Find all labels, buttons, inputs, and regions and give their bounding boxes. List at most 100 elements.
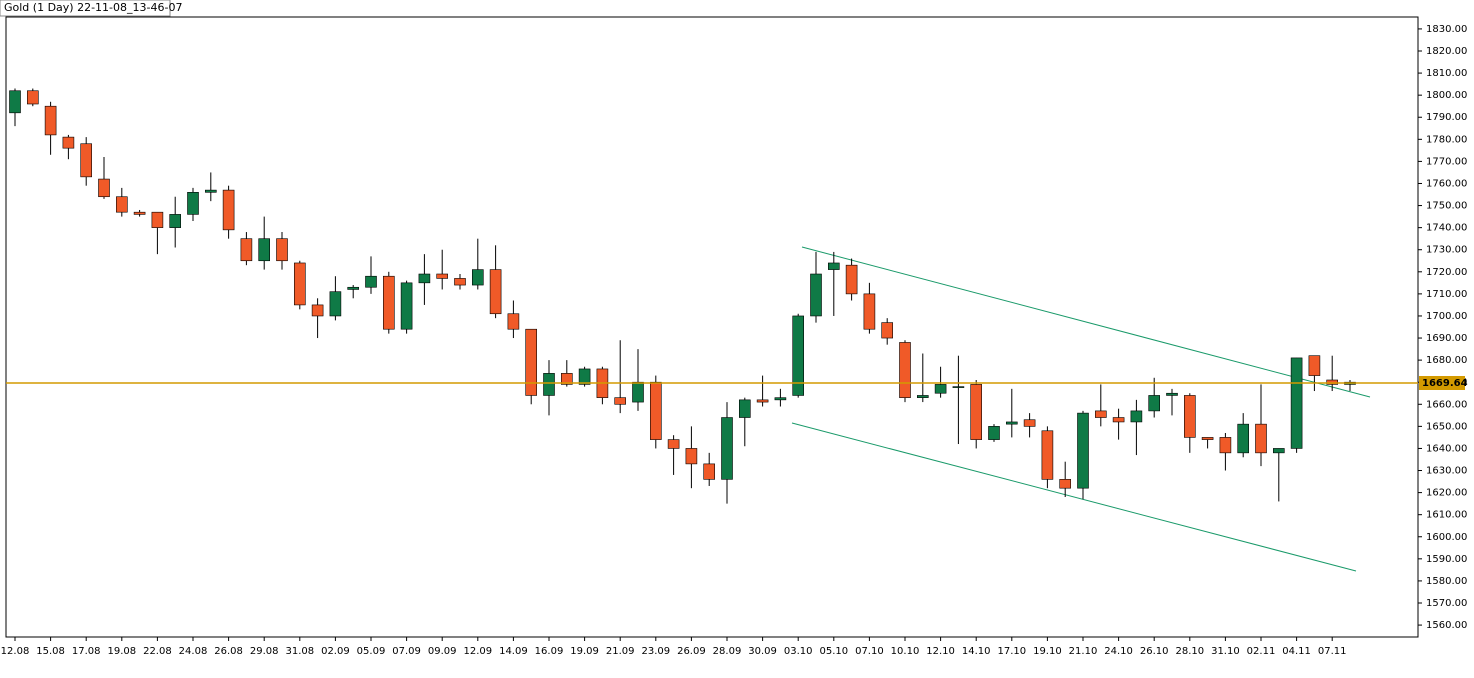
x-tick-label: 02.11 bbox=[1247, 646, 1276, 657]
x-tick-label: 03.10 bbox=[784, 646, 813, 657]
y-tick-label: 1570.00 bbox=[1426, 598, 1467, 609]
candle-body bbox=[80, 143, 92, 178]
candle-body bbox=[44, 105, 57, 136]
x-tick-label: 26.09 bbox=[677, 646, 706, 657]
x-tick-label: 30.09 bbox=[748, 646, 777, 657]
candle-body bbox=[934, 384, 947, 394]
trend-line bbox=[801, 246, 1371, 398]
x-tick-label: 12.10 bbox=[926, 646, 955, 657]
y-tick-label: 1830.00 bbox=[1426, 24, 1467, 35]
y-tick-label: 1730.00 bbox=[1426, 245, 1467, 256]
y-tick-label: 1790.00 bbox=[1426, 112, 1467, 123]
y-tick-label: 1690.00 bbox=[1426, 333, 1467, 344]
candle-body bbox=[1095, 410, 1107, 418]
candle-body bbox=[1290, 357, 1303, 449]
x-tick-label: 19.10 bbox=[1033, 646, 1062, 657]
y-tick-label: 1820.00 bbox=[1426, 46, 1467, 57]
y-tick-label: 1620.00 bbox=[1426, 488, 1467, 499]
candle-body bbox=[649, 381, 662, 440]
candle-body bbox=[1130, 410, 1143, 423]
candle-body bbox=[543, 373, 555, 396]
candle-body bbox=[970, 384, 983, 440]
x-tick-label: 07.11 bbox=[1318, 646, 1347, 657]
candle-body bbox=[792, 315, 805, 396]
candle-body bbox=[489, 269, 502, 315]
x-tick-label: 09.09 bbox=[428, 646, 457, 657]
y-tick-label: 1610.00 bbox=[1426, 510, 1467, 521]
x-tick-label: 21.10 bbox=[1069, 646, 1098, 657]
candle-body bbox=[899, 342, 911, 398]
y-tick-label: 1560.00 bbox=[1426, 620, 1467, 631]
y-tick-label: 1720.00 bbox=[1426, 267, 1467, 278]
candle-body bbox=[258, 238, 271, 262]
candle-body bbox=[26, 90, 39, 105]
y-tick-label: 1590.00 bbox=[1426, 554, 1467, 565]
x-tick-label: 22.08 bbox=[143, 646, 172, 657]
candle-body bbox=[1077, 412, 1089, 489]
candle-body bbox=[1201, 437, 1214, 440]
x-tick-label: 21.09 bbox=[606, 646, 635, 657]
y-tick-label: 1780.00 bbox=[1426, 134, 1467, 145]
y-tick-label: 1650.00 bbox=[1426, 421, 1467, 432]
candle-body bbox=[1219, 437, 1232, 454]
candle-body bbox=[276, 238, 288, 262]
x-tick-label: 17.08 bbox=[72, 646, 101, 657]
y-tick-label: 1680.00 bbox=[1426, 355, 1467, 366]
y-tick-label: 1750.00 bbox=[1426, 201, 1467, 212]
candle-body bbox=[205, 189, 217, 193]
x-tick-label: 12.08 bbox=[1, 646, 30, 657]
candle-body bbox=[436, 273, 449, 279]
candle-body bbox=[1148, 395, 1160, 412]
x-tick-label: 28.10 bbox=[1175, 646, 1204, 657]
candle-body bbox=[1005, 421, 1018, 425]
candle-body bbox=[685, 448, 698, 465]
candle-body bbox=[9, 90, 21, 114]
candle-body bbox=[400, 282, 413, 330]
x-tick-label: 16.09 bbox=[535, 646, 564, 657]
candle-body bbox=[881, 322, 894, 339]
candle-body bbox=[222, 189, 235, 231]
x-tick-label: 05.09 bbox=[357, 646, 386, 657]
y-tick-label: 1710.00 bbox=[1426, 289, 1467, 300]
y-tick-label: 1700.00 bbox=[1426, 311, 1467, 322]
y-tick-label: 1810.00 bbox=[1426, 68, 1467, 79]
candle-body bbox=[1255, 423, 1267, 454]
candle-body bbox=[916, 395, 929, 398]
candle-body bbox=[774, 397, 787, 401]
price-label: 1669.64 bbox=[1422, 378, 1468, 389]
candle-body bbox=[863, 293, 876, 330]
candle-body bbox=[240, 238, 253, 262]
candle-body bbox=[560, 373, 573, 385]
candle-body bbox=[116, 196, 128, 213]
candle-body bbox=[454, 278, 466, 286]
y-tick-label: 1760.00 bbox=[1426, 178, 1467, 189]
candle-body bbox=[1184, 395, 1196, 438]
candle-body bbox=[507, 313, 520, 330]
x-tick-label: 31.10 bbox=[1211, 646, 1240, 657]
candle-body bbox=[329, 291, 342, 317]
candle-body bbox=[1023, 419, 1036, 427]
candle-body bbox=[756, 399, 769, 403]
x-tick-label: 07.10 bbox=[855, 646, 884, 657]
candle-body bbox=[1166, 392, 1178, 396]
candle-body bbox=[810, 273, 822, 317]
candle-body bbox=[1273, 448, 1285, 454]
candle-body bbox=[1059, 479, 1071, 489]
y-tick-label: 1740.00 bbox=[1426, 223, 1467, 234]
x-tick-label: 02.09 bbox=[321, 646, 350, 657]
candle-body bbox=[827, 262, 840, 270]
trend-line bbox=[791, 422, 1357, 572]
candle-body bbox=[151, 211, 164, 228]
x-tick-label: 07.09 bbox=[392, 646, 421, 657]
candle-body bbox=[988, 426, 1000, 440]
x-tick-label: 26.08 bbox=[214, 646, 243, 657]
candle-body bbox=[311, 304, 324, 317]
candle-body bbox=[738, 399, 751, 418]
plot-frame bbox=[5, 16, 1419, 638]
candle-body bbox=[1326, 379, 1338, 385]
y-tick-label: 1600.00 bbox=[1426, 532, 1467, 543]
candle-body bbox=[62, 136, 75, 149]
x-tick-label: 15.08 bbox=[36, 646, 65, 657]
candle-body bbox=[632, 381, 644, 403]
